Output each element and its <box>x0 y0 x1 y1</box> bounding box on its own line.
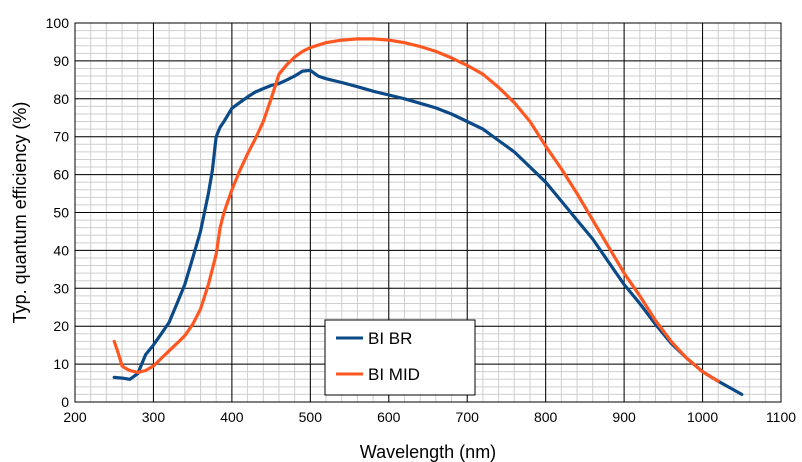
y-tick-label: 60 <box>53 167 69 183</box>
y-tick-labels: 0 10 20 30 40 50 60 70 80 90 100 <box>46 15 70 410</box>
y-axis-label: Typ. quantum efficiency (%) <box>10 102 30 324</box>
x-tick-label: 600 <box>377 409 401 425</box>
x-tick-label: 1000 <box>687 409 718 425</box>
x-tick-label: 800 <box>534 409 558 425</box>
x-tick-label: 500 <box>299 409 323 425</box>
x-axis-label: Wavelength (nm) <box>360 442 496 462</box>
x-tick-label: 300 <box>142 409 166 425</box>
y-tick-label: 40 <box>53 242 69 258</box>
y-tick-label: 100 <box>46 15 70 31</box>
y-tick-label: 10 <box>53 356 69 372</box>
series-layer <box>112 37 744 396</box>
x-tick-label: 900 <box>612 409 636 425</box>
y-tick-label: 20 <box>53 318 69 334</box>
x-tick-labels: 200 300 400 500 600 700 800 900 1000 1100 <box>63 409 796 425</box>
x-tick-label: 400 <box>220 409 244 425</box>
y-tick-label: 0 <box>61 394 69 410</box>
legend-label-bi-mid: BI MID <box>368 365 420 384</box>
y-tick-label: 50 <box>53 205 69 221</box>
series-line-bi-mid <box>112 37 720 383</box>
y-tick-label: 80 <box>53 91 69 107</box>
legend-label-bi-br: BI BR <box>368 329 412 348</box>
legend: BI BR BI MID <box>324 319 476 396</box>
x-tick-label: 700 <box>456 409 480 425</box>
x-tick-label: 1100 <box>766 409 796 425</box>
y-tick-label: 90 <box>53 53 69 69</box>
plot-border <box>74 22 782 403</box>
x-tick-label: 200 <box>63 409 87 425</box>
y-tick-label: 70 <box>53 129 69 145</box>
series-line-bi-br <box>112 68 744 396</box>
legend-box <box>324 319 476 396</box>
y-tick-label: 30 <box>53 280 69 296</box>
